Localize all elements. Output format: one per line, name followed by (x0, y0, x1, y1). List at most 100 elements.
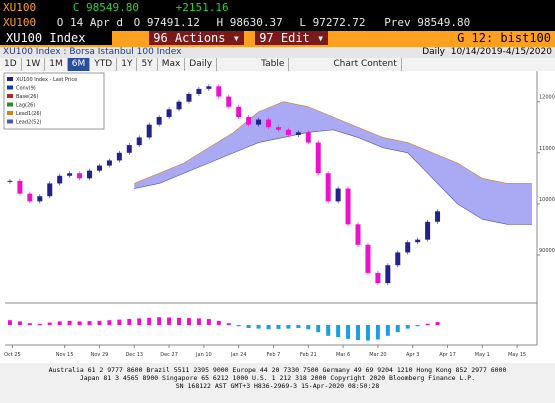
range-button[interactable]: YTD (90, 58, 118, 71)
footer-line: Japan 81 3 4565 8900 Singapore 65 6212 1… (79, 374, 476, 382)
macd-bar (196, 318, 201, 325)
candle (385, 265, 391, 284)
legend-label: Base(26) (16, 94, 38, 100)
x-tick-label: Apr 3 (406, 352, 419, 358)
x-tick-label: May 1 (475, 352, 490, 358)
controls: 1D 1W 1M 6M YTD 1Y 5Y Max Daily Table Chart Conten… (0, 58, 555, 71)
range-button[interactable]: 1Y (117, 58, 138, 71)
candle (126, 145, 132, 153)
macd-bar (356, 325, 361, 340)
macd-bar (167, 317, 172, 325)
macd-bar (256, 325, 261, 329)
macd-bar (405, 325, 410, 329)
date-range: 10/14/2019-4/15/2020 (450, 47, 552, 57)
candle (216, 86, 222, 97)
header-row-2: XU100 O 14 Apr d O 97491.12 H 98630.37 L… (0, 16, 555, 31)
range-button[interactable]: 5Y (137, 58, 158, 71)
range-button[interactable]: 1W (22, 58, 46, 71)
lead1-line (134, 101, 533, 184)
footer-line: SN 168122 AST GMT+3 H836-2969-3 15-Apr-2… (175, 382, 380, 390)
actions-button[interactable]: 96 Actions ▾ (149, 31, 244, 45)
candle (256, 119, 262, 125)
ticker: XU100 (3, 16, 37, 29)
macd-bar (336, 325, 341, 337)
y-tick-label: 120000 (539, 95, 555, 101)
macd-bar (206, 319, 211, 325)
x-tick-label: Jan 24 (230, 352, 247, 358)
candle (87, 170, 93, 179)
range-button[interactable]: 1M (45, 58, 68, 71)
candle (266, 119, 272, 128)
candle (37, 196, 43, 202)
x-tick-label: Feb 7 (267, 352, 281, 358)
macd-bar (326, 325, 331, 336)
macd-bar (7, 320, 12, 325)
legend-swatch (7, 102, 13, 107)
frequency-select[interactable]: Daily (185, 58, 218, 71)
close: C 98549.80 (72, 1, 139, 14)
y-tick-label: 100000 (539, 197, 555, 203)
menu-number: 96 (153, 31, 168, 45)
candle (156, 117, 162, 125)
macd-bar (87, 321, 92, 325)
macd-bar (117, 319, 122, 325)
macd-bar (425, 323, 430, 325)
candle (365, 244, 371, 273)
change: +2151.16 (175, 1, 229, 14)
x-tick-label: Oct 25 (4, 352, 21, 358)
candle (146, 124, 152, 138)
legend-swatch (7, 119, 13, 124)
chart-content-button[interactable]: Chart Content (329, 58, 402, 71)
macd-bar (316, 325, 321, 333)
candle (285, 129, 291, 135)
macd-bar (147, 317, 152, 325)
security[interactable]: XU100 Index (0, 31, 112, 45)
high: H 98630.37 (216, 16, 283, 29)
legend-label: Lag(26) (16, 103, 35, 109)
macd-bar (246, 325, 251, 328)
x-tick-label: Feb 21 (300, 352, 317, 358)
candle (96, 165, 102, 171)
legend-swatch (7, 77, 13, 81)
macd-bar (27, 323, 32, 325)
macd-bar (415, 325, 420, 327)
period: Daily (422, 47, 445, 57)
open-date: O 14 Apr d (56, 16, 123, 29)
candle (405, 242, 411, 253)
subheader: XU100 Index : Borsa Istanbul 100 Index D… (0, 47, 555, 58)
edit-button[interactable]: 97 Edit ▾ (255, 31, 329, 45)
range-button[interactable]: Max (158, 58, 186, 71)
group: G 12: bist100 (457, 31, 551, 45)
candle (27, 193, 33, 202)
candle (226, 96, 232, 107)
x-tick-label: May 15 (508, 352, 526, 358)
footer-line: Australia 61 2 9777 8600 Brazil 5511 239… (48, 366, 507, 374)
x-tick-label: Apr 17 (439, 352, 456, 358)
x-tick-label: Mar 20 (369, 352, 386, 358)
x-tick-label: Nov 29 (91, 352, 109, 358)
macd-bar (435, 322, 440, 325)
macd-bar (226, 323, 231, 325)
candle (355, 224, 361, 245)
range-button[interactable]: 6M (67, 58, 91, 71)
lead2-line (134, 129, 533, 225)
candle (375, 272, 381, 284)
legend-label: XU100 Index - Last Price (16, 77, 77, 83)
macd-bar (17, 321, 22, 325)
macd-bar (385, 325, 390, 336)
macd-bar (395, 325, 400, 333)
candle (57, 175, 63, 184)
legend-swatch (7, 94, 13, 98)
candle (77, 173, 83, 179)
table-button[interactable]: Table (257, 58, 290, 71)
range-button[interactable]: 1D (0, 58, 22, 71)
candle (395, 252, 401, 266)
candle (305, 132, 311, 143)
y-tick-label: 110000 (539, 146, 555, 152)
macd-bar (77, 321, 82, 325)
macd-bar (57, 321, 62, 325)
x-tick-label: Nov 15 (56, 352, 74, 358)
menu-label: Actions (174, 31, 226, 45)
macd-bar (236, 325, 241, 327)
